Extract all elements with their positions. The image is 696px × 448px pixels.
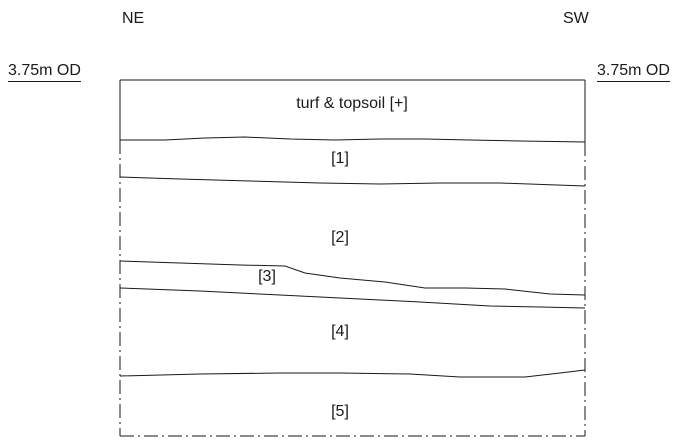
interface-topsoil-c1: [120, 136, 586, 143]
interface-c2-c3: [119, 260, 586, 296]
context-label-topsoil: turf & topsoil [+]: [296, 95, 408, 112]
context-label-1: [1]: [331, 150, 349, 167]
interface-c3-c4: [119, 287, 586, 309]
orientation-label-sw: SW: [563, 10, 589, 27]
interface-c4-c5: [119, 369, 586, 378]
datum-label-left: 3.75m OD: [8, 62, 81, 82]
context-label-2: [2]: [331, 229, 349, 246]
orientation-label-ne: NE: [122, 10, 145, 27]
context-label-3: [3]: [258, 268, 276, 285]
interface-c1-c2: [119, 176, 586, 187]
datum-label-right: 3.75m OD: [597, 62, 670, 82]
context-label-5: [5]: [331, 403, 349, 420]
context-label-4: [4]: [331, 323, 349, 340]
